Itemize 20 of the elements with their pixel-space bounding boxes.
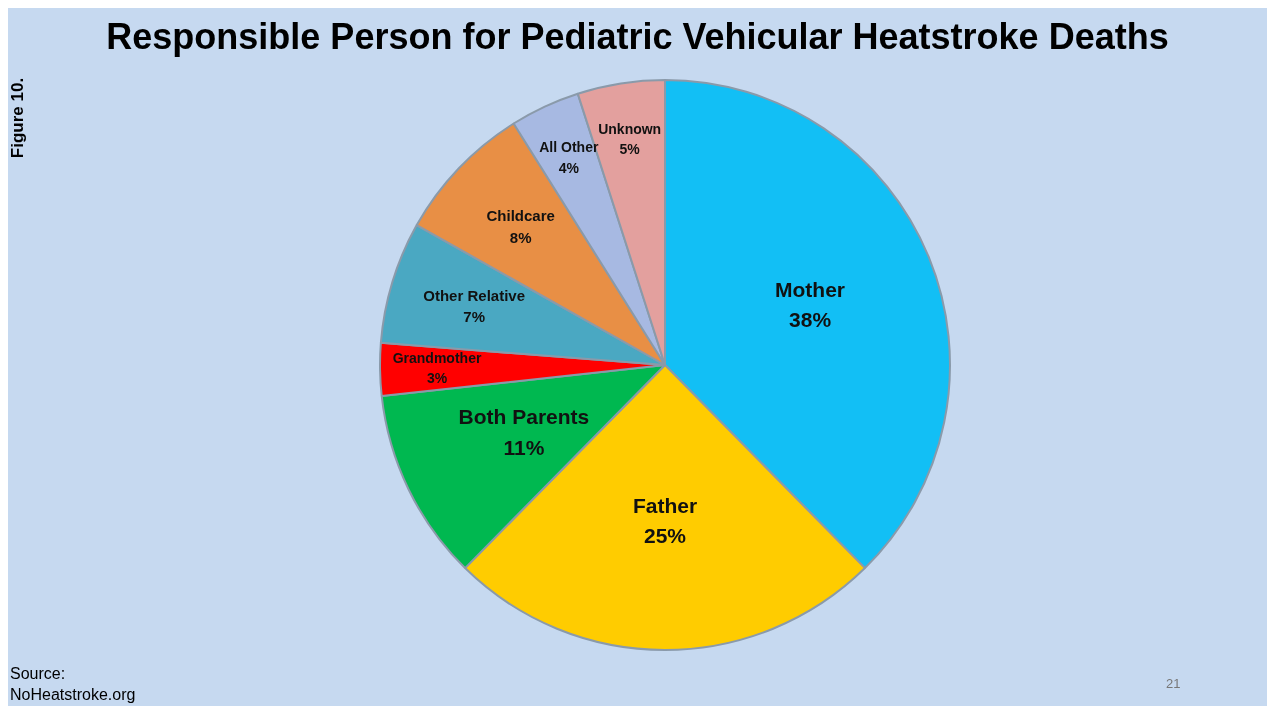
data-label: 5% <box>619 141 641 158</box>
slice-label: All Other <box>539 139 599 156</box>
data-label: 7% <box>463 308 485 326</box>
caption: Figure 10. <box>8 76 28 161</box>
slice-label: Mother <box>775 277 846 301</box>
source-note: Source: NoHeatstroke.org <box>10 664 136 705</box>
slice-label: Unknown <box>598 120 662 137</box>
data-label: 38% <box>789 308 832 332</box>
slice-label: Childcare <box>486 206 555 224</box>
slice-label: Father <box>632 493 698 517</box>
text: 21 <box>1166 676 1181 691</box>
slice-label: Both Parents <box>458 405 590 429</box>
data-label: 4% <box>558 159 580 176</box>
data-label: 3% <box>426 369 448 386</box>
data-label: 11% <box>503 435 545 459</box>
data-label: 8% <box>509 228 532 246</box>
slice-label: Other Relative <box>423 286 526 304</box>
data-label: 25% <box>643 524 687 548</box>
chart-title: Responsible Person for Pediatric Vehicular Heatstroke Deaths <box>105 16 1170 58</box>
slice-label: Grandmother <box>392 349 482 366</box>
